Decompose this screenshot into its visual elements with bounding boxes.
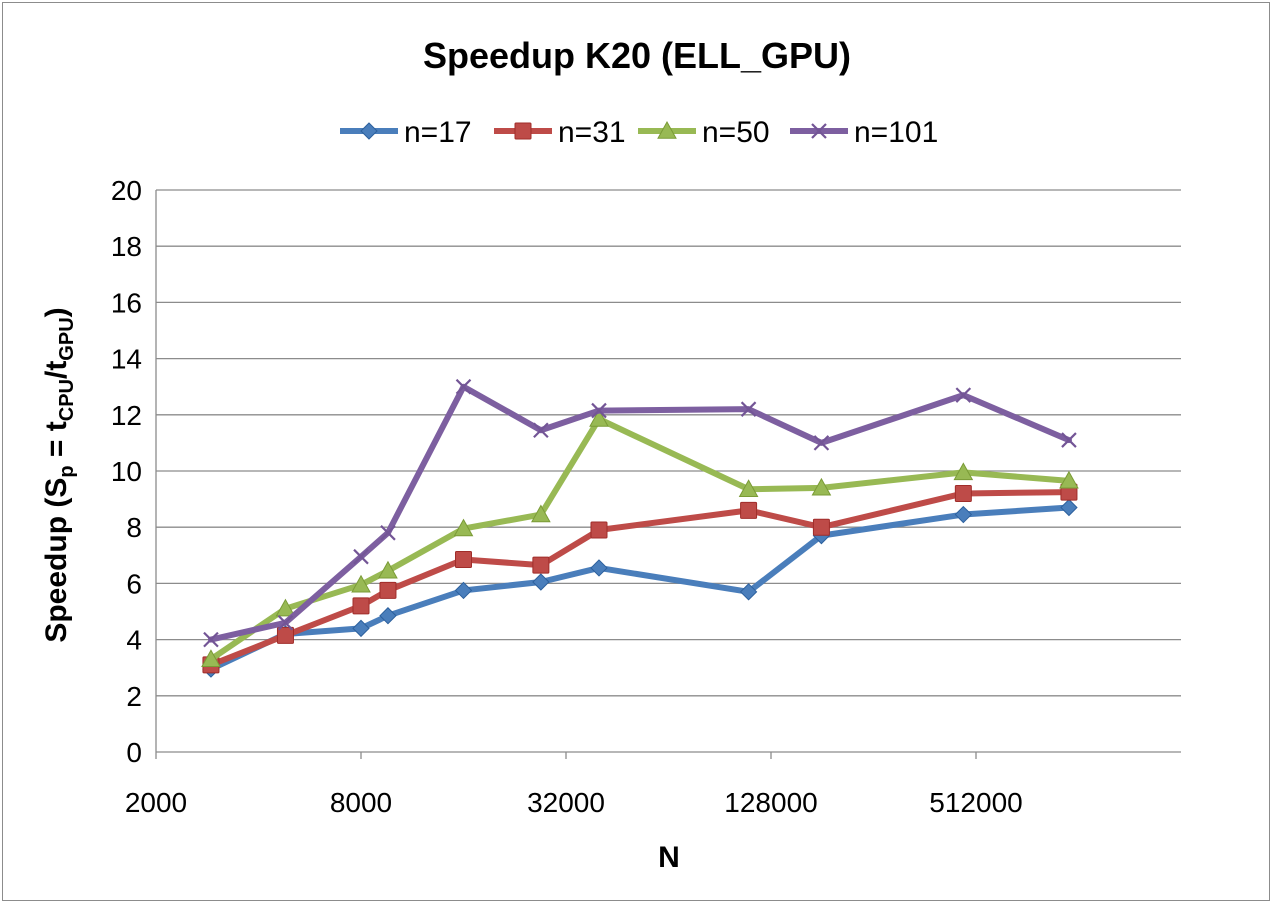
data-point-n=50 <box>453 518 474 537</box>
x-axis-title: N <box>658 841 680 874</box>
data-point-n=101 <box>533 422 549 439</box>
y-tick-label: 0 <box>126 737 142 768</box>
y-tick-label: 16 <box>111 287 142 318</box>
y-tick-label: 4 <box>126 625 142 656</box>
y-tick-label: 8 <box>126 512 142 543</box>
data-point-n=31 <box>812 518 830 536</box>
y-tick-label: 2 <box>126 681 142 712</box>
data-point-n=101 <box>203 631 219 648</box>
data-point-n=50 <box>589 408 609 427</box>
data-point-n=17 <box>739 583 758 601</box>
y-tick-label: 14 <box>111 344 142 375</box>
x-tick-label: 8000 <box>330 787 392 818</box>
data-point-n=50 <box>201 649 221 667</box>
y-axis-title-part: = t <box>40 421 73 465</box>
y-tick-label: 6 <box>126 568 142 599</box>
y-axis-title-part: /t <box>40 361 73 379</box>
legend-entry-n=17: n=17 <box>340 116 472 149</box>
data-point-n=101 <box>455 378 472 395</box>
y-axis-ticks: 0 2 4 6 8 10 12 14 16 18 20 <box>111 175 142 768</box>
legend-marker-n=50 <box>657 120 677 139</box>
y-axis-title: Speedup (Sp = tCPU/tGPU) <box>40 307 78 642</box>
series-n=50 <box>201 408 1079 667</box>
x-tick-label: 128000 <box>724 787 817 818</box>
x-tick-label: 2000 <box>125 787 187 818</box>
data-point-n=101 <box>1061 432 1077 448</box>
x-tick-label: 32000 <box>527 787 605 818</box>
legend-marker-n=101 <box>811 123 827 139</box>
legend-label: n=101 <box>854 116 938 149</box>
data-point-n=31 <box>276 626 294 644</box>
data-point-n=50 <box>275 598 296 617</box>
series-line-n=17 <box>207 504 1072 673</box>
data-point-n=50 <box>1059 470 1079 489</box>
data-point-n=50 <box>738 479 759 497</box>
data-point-n=31 <box>455 551 472 569</box>
data-point-n=31 <box>590 521 608 539</box>
legend-label: n=50 <box>702 116 770 149</box>
legend: n=17 n=31 n=50 n=101 <box>340 116 938 149</box>
data-point-n=17 <box>532 573 550 591</box>
data-point-n=17 <box>379 607 397 625</box>
data-point-n=17 <box>352 619 370 638</box>
y-tick-label: 18 <box>111 231 142 262</box>
legend-label: n=31 <box>558 116 626 149</box>
data-point-n=101 <box>277 614 294 631</box>
y-axis-title-subscript: GPU <box>56 317 78 360</box>
data-point-n=31 <box>740 501 758 519</box>
legend-label: n=17 <box>404 116 472 149</box>
data-point-n=17 <box>454 581 473 600</box>
data-point-n=17 <box>590 559 608 577</box>
data-point-n=31 <box>532 556 550 574</box>
legend-entry-n=31: n=31 <box>494 116 626 149</box>
data-point-n=101 <box>353 548 369 565</box>
y-tick-label: 10 <box>111 456 142 487</box>
data-point-n=101 <box>955 387 972 403</box>
x-axis-ticks: 2000 8000 32000 128000 512000 <box>125 752 1023 818</box>
data-point-n=31 <box>379 581 397 599</box>
data-point-n=17 <box>1060 498 1078 517</box>
series-n=101 <box>203 378 1077 648</box>
data-point-n=31 <box>954 484 972 502</box>
y-tick-label: 20 <box>111 175 142 206</box>
legend-entry-n=101: n=101 <box>790 116 938 149</box>
data-point-n=31 <box>352 597 370 615</box>
y-tick-label: 12 <box>111 400 142 431</box>
legend-entry-n=50: n=50 <box>638 116 770 149</box>
data-point-n=17 <box>954 505 973 524</box>
legend-marker-n=31 <box>514 122 532 140</box>
data-point-n=50 <box>811 477 832 496</box>
data-point-n=101 <box>380 525 396 541</box>
axes <box>155 190 1181 753</box>
legend-marker-n=17 <box>360 122 378 140</box>
y-axis-title-subscript: CPU <box>56 379 78 421</box>
data-point-n=50 <box>351 574 371 593</box>
series-layer <box>201 378 1079 678</box>
data-point-n=50 <box>531 504 551 523</box>
data-point-n=50 <box>378 560 398 579</box>
series-line-n=101 <box>207 383 1072 643</box>
y-axis-title-part: Speedup (S <box>40 478 73 643</box>
data-point-n=101 <box>813 435 830 451</box>
data-point-n=101 <box>591 402 607 419</box>
y-axis-title-subscript: p <box>56 465 78 477</box>
data-point-n=101 <box>740 401 757 417</box>
data-point-n=50 <box>953 462 974 481</box>
series-line-n=50 <box>207 416 1072 663</box>
x-tick-label: 512000 <box>929 787 1022 818</box>
y-axis-title-part: ) <box>40 307 73 317</box>
chart-title: Speedup K20 (ELL_GPU) <box>423 35 851 76</box>
gridlines <box>156 189 1181 697</box>
